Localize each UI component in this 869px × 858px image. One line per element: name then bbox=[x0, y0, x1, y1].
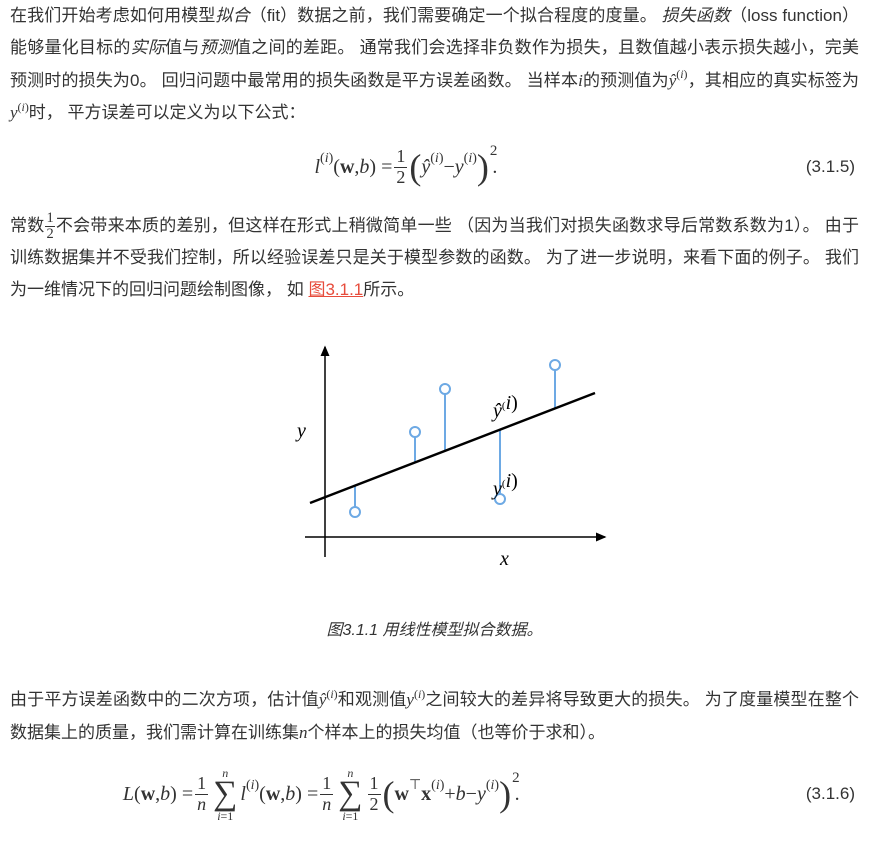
linear-fit-plot: yxŷ(i)y(i) bbox=[235, 327, 635, 587]
figure-caption: 图3.1.1 用线性模型拟合数据。 bbox=[10, 616, 859, 646]
equation-number: (3.1.6) bbox=[806, 778, 859, 810]
equation-3-1-5: l(i)(w, b) = 12 (ŷ(i) − y(i))2. (3.1.5) bbox=[10, 147, 859, 188]
paragraph-constant: 常数12不会带来本质的差别，但这样在形式上稍微简单一些 （因为当我们对损失函数求… bbox=[10, 210, 859, 307]
paragraph-intro: 在我们开始考虑如何用模型拟合（fit）数据之前，我们需要确定一个拟合程度的度量。… bbox=[10, 0, 859, 129]
paragraph-squared-error: 由于平方误差函数中的二次方项，估计值ŷ(i)和观测值y(i)之间较大的差异将导致… bbox=[10, 684, 859, 749]
equation-3-1-6: L(w, b) = 1n n∑i=1 l(i)(w, b) = 1n n∑i=1… bbox=[10, 767, 859, 822]
svg-text:y: y bbox=[295, 420, 306, 442]
svg-text:ŷ(i): ŷ(i) bbox=[491, 392, 518, 422]
figure-link[interactable]: 图3.1.1 bbox=[308, 280, 363, 299]
figure-3-1-1: yxŷ(i)y(i) bbox=[10, 327, 859, 598]
svg-text:x: x bbox=[499, 548, 509, 570]
equation-number: (3.1.5) bbox=[806, 151, 859, 183]
